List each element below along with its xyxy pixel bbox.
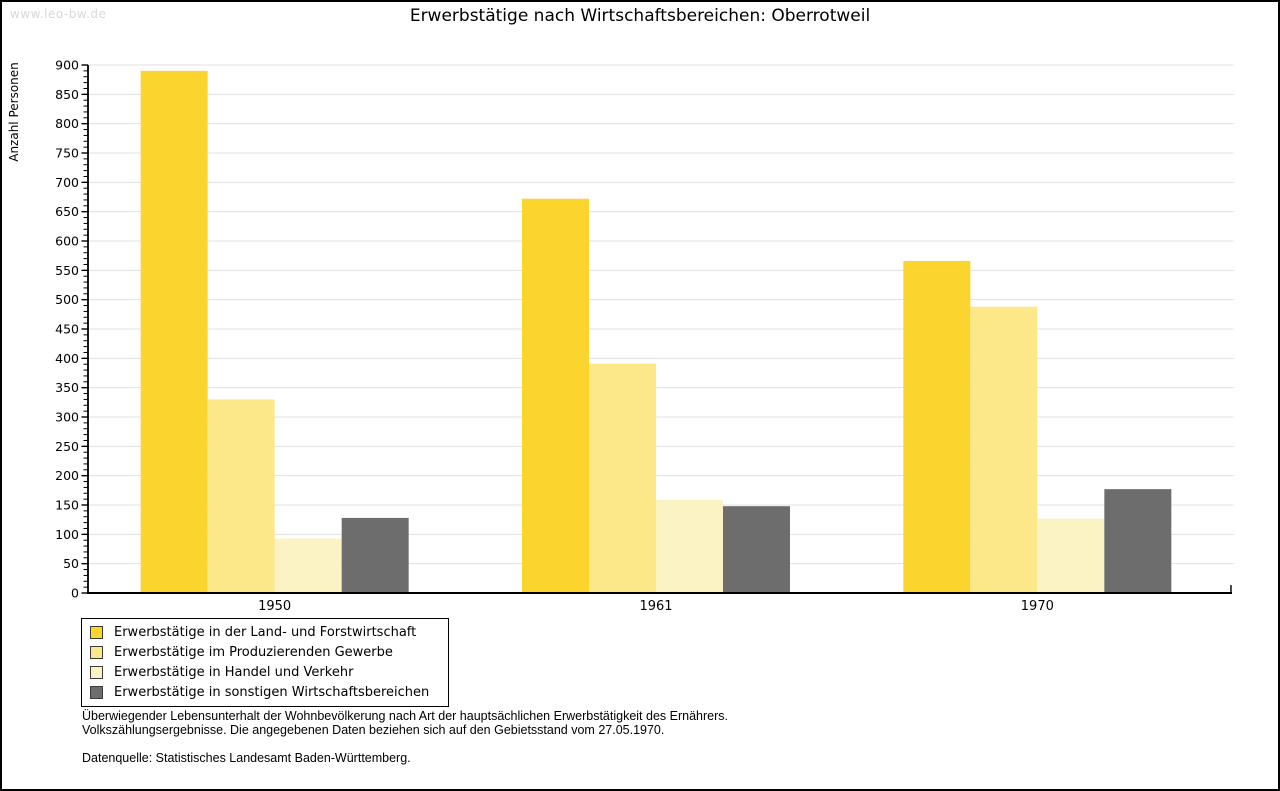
- bar: [522, 198, 589, 593]
- data-source: Datenquelle: Statistisches Landesamt Bad…: [82, 751, 411, 765]
- y-tick-label: 250: [55, 439, 79, 454]
- y-axis-title: Anzahl Personen: [7, 62, 21, 162]
- bar: [1104, 489, 1172, 593]
- y-tick-label: 50: [63, 556, 79, 571]
- y-tick-label: 100: [55, 527, 79, 542]
- page-title: Erwerbstätige nach Wirtschaftsbereichen:…: [409, 6, 871, 26]
- y-tick-label: 750: [55, 146, 79, 161]
- y-tick-label: 600: [55, 234, 79, 249]
- bar: [274, 538, 342, 593]
- bar: [1037, 518, 1105, 593]
- bar-chart: 0 50 100 150 200 250 300 350 400 450 500 550 600 650 7…: [7, 58, 1234, 614]
- bar: [970, 306, 1038, 593]
- legend-label: Erwerbstätige in der Land- und Forstwirt…: [114, 624, 417, 640]
- y-tick-label: 200: [55, 468, 79, 483]
- legend-item: Erwerbstätige in sonstigen Wirtschaftsbe…: [90, 682, 438, 702]
- legend-item: Erwerbstätige im Produzierenden Gewerbe: [90, 642, 438, 662]
- legend-item: Erwerbstätige in Handel und Verkehr: [90, 662, 438, 682]
- legend-item: Erwerbstätige in der Land- und Forstwirt…: [90, 622, 438, 642]
- bar: [207, 399, 275, 593]
- legend-swatch: [90, 645, 103, 659]
- legend-swatch: [90, 665, 103, 679]
- bar: [341, 517, 409, 593]
- footnote-line-2: Volkszählungsergebnisse. Die angegebenen…: [82, 723, 665, 737]
- y-tick-label: 550: [55, 263, 79, 278]
- y-tick-label: 450: [55, 322, 79, 337]
- y-tick-label: 0: [71, 586, 79, 601]
- bar: [656, 499, 723, 593]
- footnote-line-1: Überwiegender Lebensunterhalt der Wohnbe…: [82, 709, 728, 723]
- legend-label: Erwerbstätige in Handel und Verkehr: [114, 664, 354, 680]
- y-tick-label: 800: [55, 116, 79, 131]
- y-tick-label: 400: [55, 351, 79, 366]
- y-tick-label: 150: [55, 498, 79, 513]
- legend-label: Erwerbstätige im Produzierenden Gewerbe: [114, 644, 393, 660]
- y-tick-label: 300: [55, 410, 79, 425]
- bar: [723, 506, 790, 593]
- bar: [903, 260, 971, 593]
- y-tick-label: 700: [55, 175, 79, 190]
- y-tick-label: 500: [55, 292, 79, 307]
- watermark: www.leo-bw.de: [10, 7, 107, 21]
- legend: Erwerbstätige in der Land- und Forstwirt…: [81, 618, 449, 707]
- bar: [140, 70, 208, 593]
- x-category-label: 1961: [639, 599, 672, 614]
- legend-label: Erwerbstätige in sonstigen Wirtschaftsbe…: [114, 684, 430, 700]
- x-category-label: 1970: [1021, 599, 1054, 614]
- y-tick-label: 850: [55, 87, 79, 102]
- footnote-text: Überwiegender Lebensunterhalt der Wohnbe…: [82, 709, 728, 737]
- legend-swatch: [90, 685, 103, 699]
- x-category-label: 1950: [258, 599, 291, 614]
- y-tick-label: 350: [55, 380, 79, 395]
- y-tick-label: 900: [55, 58, 79, 73]
- legend-swatch: [90, 625, 103, 639]
- y-tick-label: 650: [55, 204, 79, 219]
- bar: [589, 363, 656, 593]
